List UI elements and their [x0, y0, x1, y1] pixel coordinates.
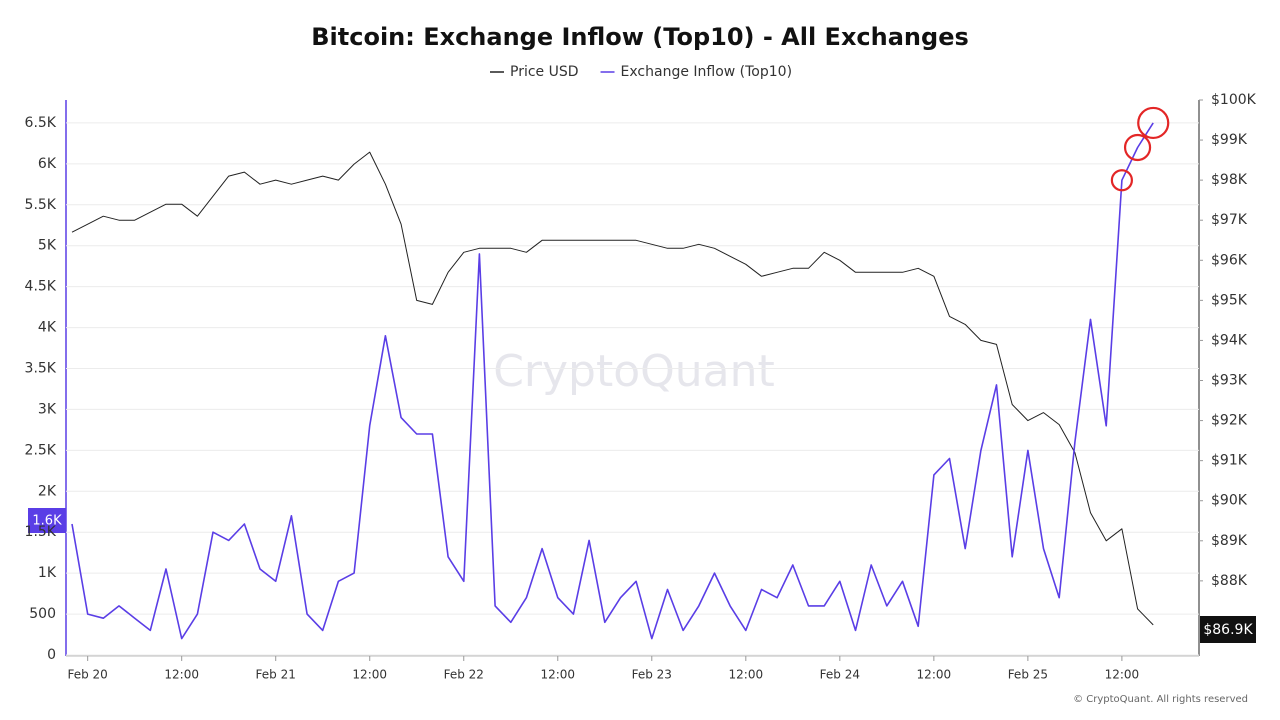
highlight-circle — [1110, 169, 1133, 192]
y2-tick-label: $93K — [1211, 373, 1248, 389]
y2-tick-label: $100K — [1211, 92, 1257, 108]
y-tick-label: 4K — [38, 320, 57, 336]
watermark: CryptoQuant — [493, 346, 775, 397]
y-tick-label: 5K — [38, 238, 57, 254]
y2-tick-label: $95K — [1211, 292, 1248, 308]
y2-tick-label: $89K — [1211, 533, 1248, 549]
series-line — [71, 151, 1154, 626]
x-tick-label: Feb 21 — [256, 668, 296, 682]
x-tick-label: 12:00 — [164, 668, 199, 682]
y-tick-label: 6K — [38, 156, 57, 172]
y-tick-label: 4.5K — [25, 279, 57, 295]
y-tick-label: 3K — [38, 401, 57, 417]
legend-label: Price USD — [510, 64, 579, 80]
y-tick-label: 2.5K — [25, 442, 57, 458]
y-tick-label: 5.5K — [25, 197, 57, 213]
y-tick-label: 1.5K — [25, 524, 57, 540]
legend: Price USD Exchange Inflow (Top10) — [490, 64, 792, 80]
y-tick-label: 1K — [38, 565, 57, 581]
series-line — [71, 122, 1154, 640]
y-tick-label: 500 — [29, 606, 56, 622]
y-tick-label: 3.5K — [25, 360, 57, 376]
inflow-badge — [28, 508, 66, 533]
highlight-circle — [1123, 133, 1152, 162]
x-tick-label: 12:00 — [917, 668, 952, 682]
legend-label: Exchange Inflow (Top10) — [621, 64, 793, 80]
inflow-badge-label: 1.6K — [32, 514, 62, 529]
x-tick-label: 12:00 — [352, 668, 387, 682]
highlight-circle — [1137, 106, 1170, 140]
x-tick-label: 12:00 — [1105, 668, 1140, 682]
y2-tick-label: $99K — [1211, 132, 1248, 148]
x-tick-label: Feb 20 — [67, 668, 107, 682]
chart-title: Bitcoin: Exchange Inflow (Top10) - All E… — [311, 23, 969, 51]
y2-tick-label: $91K — [1211, 453, 1248, 469]
price-badge-label: $86.9K — [1203, 622, 1253, 638]
x-tick-label: 12:00 — [729, 668, 764, 682]
y-tick-label: 6.5K — [25, 115, 57, 131]
y2-tick-label: $97K — [1211, 212, 1248, 228]
y-tick-label: 2K — [38, 483, 57, 499]
x-tick-label: Feb 22 — [444, 668, 484, 682]
x-tick-label: Feb 24 — [820, 668, 860, 682]
y2-tick-label: $98K — [1211, 172, 1248, 188]
y2-tick-label: $94K — [1211, 332, 1248, 348]
y2-tick-label: $92K — [1211, 413, 1248, 429]
y2-tick-label: $88K — [1211, 573, 1248, 589]
y2-tick-label: $90K — [1211, 493, 1248, 509]
footer: © CryptoQuant. All rights reserved — [1073, 694, 1248, 705]
x-tick-label: 12:00 — [540, 668, 575, 682]
y2-tick-label: $96K — [1211, 252, 1248, 268]
x-tick-label: Feb 23 — [632, 668, 672, 682]
price-badge — [1200, 616, 1256, 643]
x-tick-label: Feb 25 — [1008, 668, 1048, 682]
y-tick-label: 0 — [47, 647, 56, 663]
